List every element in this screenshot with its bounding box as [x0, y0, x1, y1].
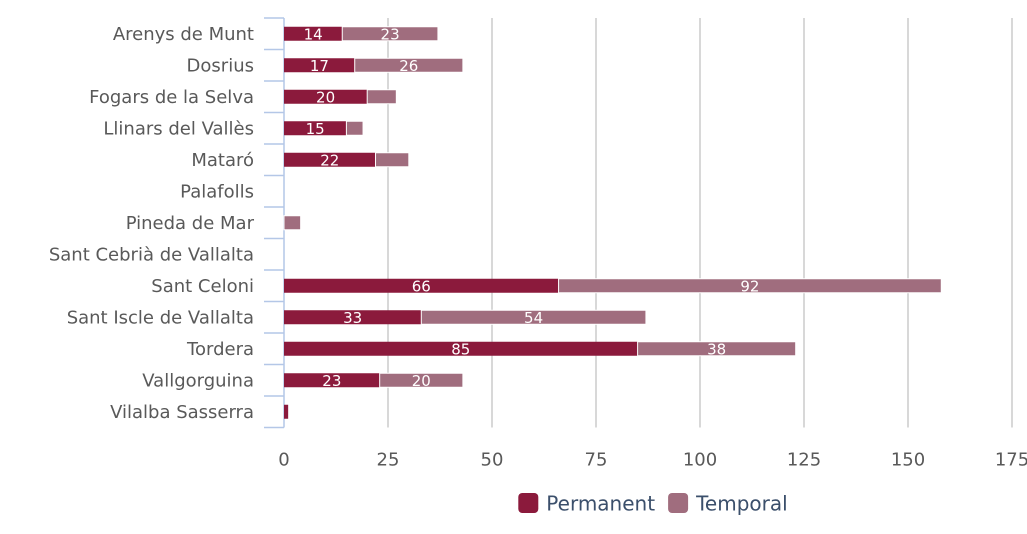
category-label: Dosrius — [187, 55, 254, 76]
bar-temporal — [283, 215, 302, 231]
x-tick-label: 50 — [481, 450, 504, 471]
data-label: 17 — [310, 57, 329, 75]
axis-layer: 0 25 50 75 100 125 150 175 Arenys de Munt Dosrius… — [49, 17, 1027, 471]
data-label: 66 — [412, 277, 431, 295]
grid-layer — [387, 18, 1013, 428]
data-label: 15 — [306, 120, 325, 138]
legend-swatch-permanent — [518, 493, 539, 513]
category-label: Sant Iscle de Vallalta — [67, 307, 254, 328]
x-tick-label: 150 — [891, 450, 925, 471]
category-label: Sant Celoni — [151, 276, 254, 297]
category-label: Vallgorguina — [142, 370, 254, 391]
data-label: 14 — [304, 25, 323, 43]
bar-permanent — [284, 373, 380, 388]
x-tick-label: 125 — [787, 450, 821, 471]
data-label: 23 — [322, 372, 341, 390]
bar-permanent — [284, 58, 355, 73]
category-label: Palafolls — [180, 181, 254, 202]
bar-permanent — [284, 89, 368, 104]
data-label: 23 — [381, 25, 400, 43]
x-tick-label: 175 — [995, 450, 1027, 471]
x-tick-label: 75 — [585, 450, 608, 471]
legend-label-permanent: Permanent — [546, 492, 655, 516]
bar-layer — [283, 26, 942, 419]
data-label: 92 — [740, 277, 759, 295]
bar-temporal — [558, 278, 942, 294]
bar-temporal — [637, 341, 797, 357]
data-label: 38 — [707, 340, 726, 358]
data-label: 26 — [399, 57, 418, 75]
data-label: 54 — [524, 309, 543, 327]
legend-swatch-temporal — [668, 493, 689, 513]
category-label: Fogars de la Selva — [89, 87, 254, 108]
category-label: Llinars del Vallès — [103, 118, 254, 139]
bar-permanent — [284, 278, 559, 293]
category-label: Tordera — [186, 339, 254, 360]
x-tick-label: 0 — [278, 450, 289, 471]
bar-temporal — [375, 152, 410, 168]
bar-temporal — [341, 26, 439, 42]
bar-permanent — [284, 404, 289, 419]
legend: Permanent Temporal — [518, 492, 788, 516]
category-label: Pineda de Mar — [126, 213, 255, 234]
bar-permanent — [284, 310, 422, 325]
data-label: 85 — [451, 340, 470, 358]
x-tick-label: 100 — [683, 450, 717, 471]
bar-permanent — [284, 152, 376, 167]
bar-permanent — [284, 121, 347, 136]
data-label: 20 — [412, 372, 431, 390]
bar-permanent — [284, 341, 638, 356]
bar-temporal — [379, 372, 464, 388]
data-label: 22 — [320, 151, 339, 169]
data-label: 33 — [343, 309, 362, 327]
bar-temporal — [345, 120, 364, 136]
category-label: Arenys de Munt — [113, 24, 254, 45]
category-label: Mataró — [191, 150, 254, 171]
bar-temporal — [420, 309, 647, 325]
category-label: Sant Cebrià de Vallalta — [49, 244, 254, 265]
bar-permanent — [284, 26, 343, 41]
bar-temporal — [354, 57, 464, 73]
data-label: 20 — [316, 88, 335, 106]
legend-label-temporal: Temporal — [695, 492, 788, 516]
category-label: Vilalba Sasserra — [110, 402, 254, 423]
x-tick-label: 25 — [377, 450, 400, 471]
label-layer: 14 23 17 26 20 15 22 66 92 33 54 85 38 23 20 — [304, 25, 760, 390]
bar-temporal — [366, 89, 397, 105]
